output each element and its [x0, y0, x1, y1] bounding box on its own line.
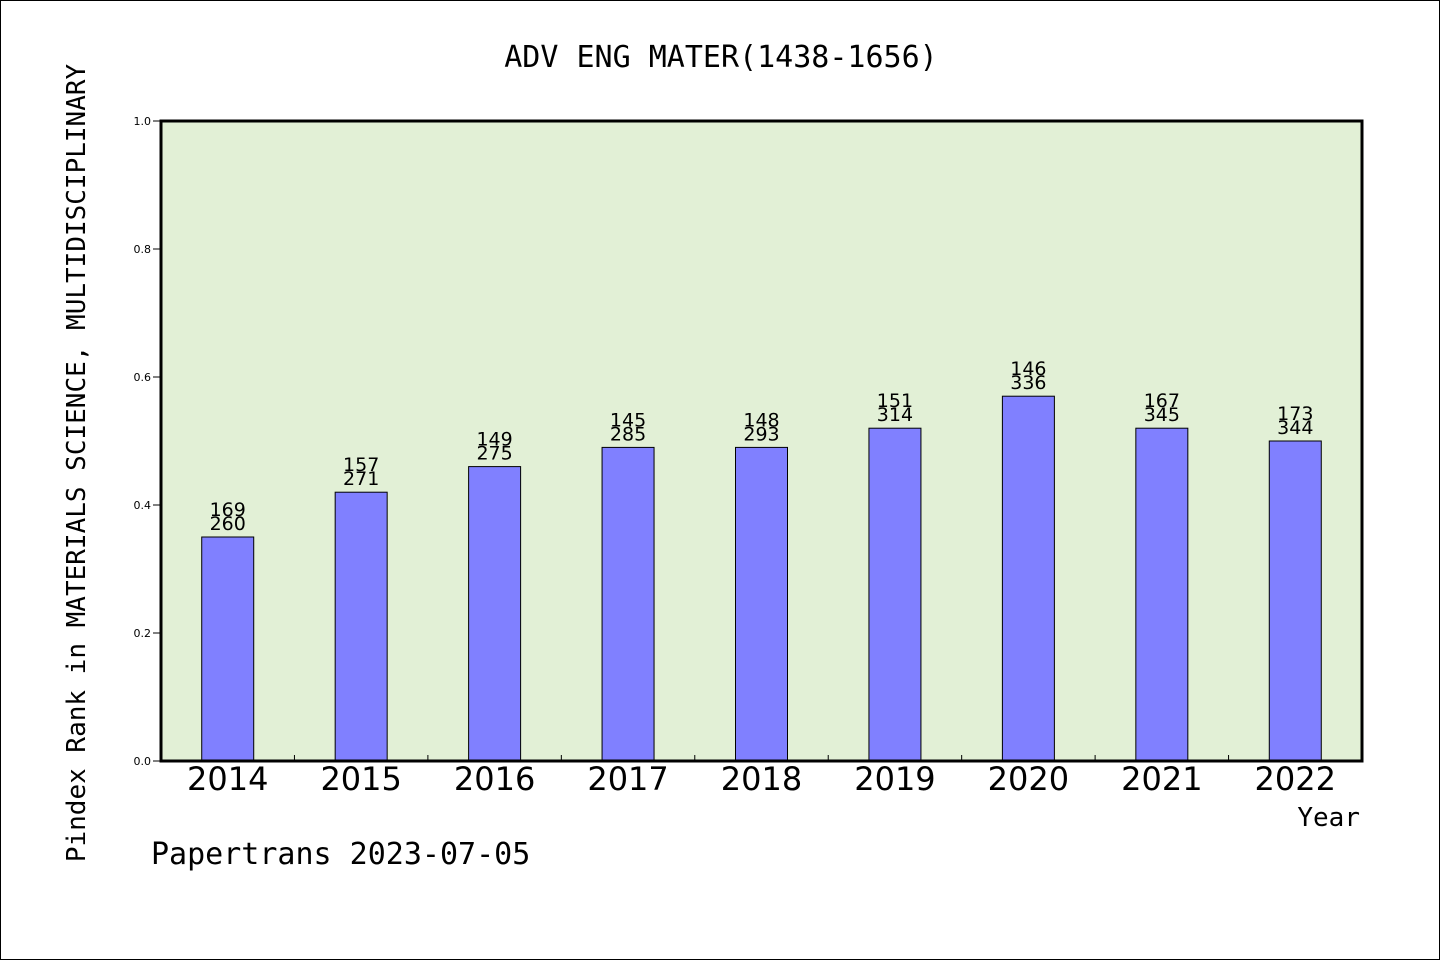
bar-label-top: 167 — [1144, 390, 1180, 412]
bar-label-bottom: 275 — [476, 443, 512, 465]
bar-2020 — [1001, 395, 1055, 762]
bar-label-bottom: 293 — [743, 423, 779, 445]
bar-label-bottom: 336 — [1010, 372, 1046, 394]
bar-label-top: 146 — [1010, 358, 1046, 380]
bar-2022 — [1268, 440, 1322, 762]
bar-labels: 1692601572711492751452851482931513141463… — [210, 358, 1314, 535]
x-tick-label: 2022 — [1255, 760, 1336, 798]
x-tick-label: 2019 — [854, 760, 935, 798]
x-tick-label: 2016 — [454, 760, 535, 798]
bar-2014 — [201, 536, 255, 762]
y-tick-label: 1.0 — [134, 115, 152, 128]
bar-label-top: 173 — [1277, 403, 1313, 425]
bar-label-bottom: 314 — [877, 404, 913, 426]
x-tick-label: 2021 — [1121, 760, 1202, 798]
x-tick-label: 2014 — [187, 760, 268, 798]
bar-label-top: 157 — [343, 454, 379, 476]
x-axis-ticks: 2014 2015 2016 2017 2018 2019 2020 2021 2022 — [187, 755, 1336, 798]
bar-label-top: 169 — [210, 499, 246, 521]
bar-label-bottom: 271 — [343, 468, 379, 490]
y-tick-label: 0.6 — [134, 371, 152, 384]
bars — [201, 395, 1322, 762]
bar-2015 — [334, 491, 388, 762]
y-tick-label: 0.8 — [134, 243, 152, 256]
x-tick-label: 2018 — [721, 760, 802, 798]
x-tick-label: 2020 — [988, 760, 1069, 798]
bar-label-bottom: 345 — [1144, 404, 1180, 426]
chart-title: ADV ENG MATER(1438-1656) — [504, 40, 937, 75]
bar-2017 — [601, 446, 655, 762]
bar-label-top: 149 — [476, 429, 512, 451]
bar-2018 — [735, 446, 788, 762]
bar-label-top: 148 — [743, 409, 779, 431]
bar-label-bottom: 344 — [1277, 417, 1313, 439]
x-tick-label: 2015 — [320, 760, 401, 798]
bar-label-top: 151 — [877, 390, 913, 412]
x-axis-label: Year — [1297, 803, 1360, 833]
footer-credit: Papertrans 2023-07-05 — [151, 837, 530, 872]
bar-2021 — [1135, 427, 1189, 762]
x-tick-label: 2017 — [587, 760, 668, 798]
bar-2019 — [868, 427, 922, 762]
bar-label-top: 145 — [610, 409, 646, 431]
y-tick-label: 0.2 — [134, 627, 152, 640]
plot-frame — [159, 119, 1364, 763]
bar-label-bottom: 260 — [210, 513, 246, 535]
bar-2016 — [468, 466, 522, 762]
bar-label-bottom: 285 — [610, 423, 646, 445]
y-axis-label: Pindex Rank in MATERIALS SCIENCE, MULTID… — [62, 63, 92, 862]
y-axis-ticks: 0.0 0.2 0.4 0.6 0.8 1.0 — [134, 115, 161, 768]
y-tick-label: 0.0 — [134, 755, 152, 768]
y-tick-label: 0.4 — [134, 499, 152, 512]
